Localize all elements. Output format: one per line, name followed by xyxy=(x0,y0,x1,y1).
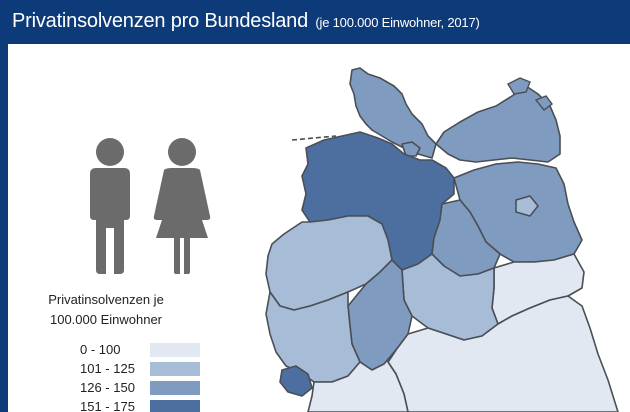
region-mecklenburg-vorpommern xyxy=(435,85,561,163)
legend-label: 151 - 175 xyxy=(80,399,135,412)
legend-item-126-150: 126 - 150 xyxy=(80,380,210,395)
region-saarland xyxy=(279,365,313,397)
legend-item-151-175: 151 - 175 xyxy=(80,399,210,412)
title-subtitle: (je 100.000 Einwohner, 2017) xyxy=(315,15,480,30)
baltic-islands xyxy=(507,77,553,111)
legend-title-line1: Privatinsolvenzen je xyxy=(48,292,164,307)
legend-title-line2: 100.000 Einwohner xyxy=(49,312,163,327)
region-baden-wuerttemberg xyxy=(307,349,409,412)
legend-swatch xyxy=(150,362,200,376)
north-sea-islands xyxy=(291,135,337,141)
legend-item-101-125: 101 - 125 xyxy=(80,361,210,376)
title-main: Privatinsolvenzen pro Bundesland xyxy=(12,10,309,32)
legend-label: 101 - 125 xyxy=(80,361,135,376)
germany-map xyxy=(265,67,619,412)
man-icon xyxy=(90,138,130,274)
people-icons xyxy=(90,138,211,274)
header-bar: Privatinsolvenzen pro Bundesland (je 100… xyxy=(0,0,630,44)
legend-swatch xyxy=(150,343,200,357)
content-panel: Privatinsolvenzen je 100.000 Einwohner 0… xyxy=(8,44,630,412)
region-rheinland-pfalz xyxy=(265,291,361,383)
page-title: Privatinsolvenzen pro Bundesland (je 100… xyxy=(12,10,480,33)
legend-swatch xyxy=(150,400,200,412)
region-schleswig-holstein xyxy=(349,67,437,159)
legend-label: 0 - 100 xyxy=(80,342,121,357)
legend-title: Privatinsolvenzen je 100.000 Einwohner xyxy=(8,290,204,330)
region-thueringen xyxy=(401,253,499,341)
legend-item-0-100: 0 - 100 xyxy=(80,342,210,357)
woman-icon xyxy=(153,138,211,274)
legend-swatch xyxy=(150,381,200,395)
legend-label: 126 - 150 xyxy=(80,380,135,395)
region-berlin xyxy=(515,195,539,217)
